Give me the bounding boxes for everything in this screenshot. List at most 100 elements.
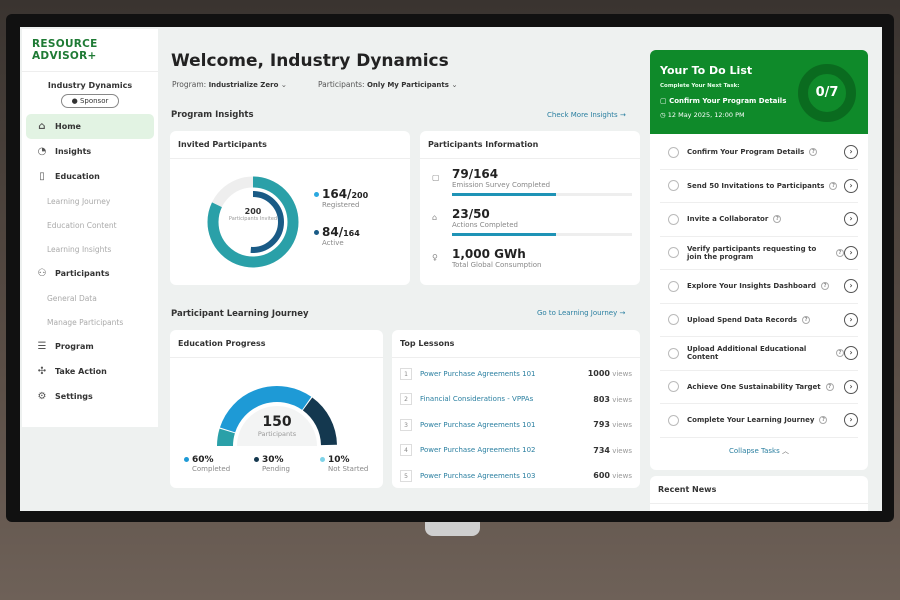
chevron-right-icon[interactable]: › [844, 379, 858, 394]
sidebar-subitem-education-content[interactable]: Education Content [47, 220, 117, 230]
chevron-right-icon[interactable]: › [844, 312, 858, 327]
todo-checkbox[interactable] [668, 314, 679, 326]
home-icon: ⌂ [38, 121, 46, 132]
todo-checkbox[interactable] [668, 280, 679, 292]
lesson-link[interactable]: Power Purchase Agreements 101 [420, 369, 536, 378]
participants-select[interactable]: Participants: Only My Participants ⌄ [318, 80, 458, 89]
lesson-row[interactable]: 3 Power Purchase Agreements 101 793 views [392, 412, 640, 438]
todo-label: Verify participants requesting to join t… [687, 244, 817, 261]
registered-legend: 164/200 Registered [314, 187, 368, 209]
collapse-tasks-button[interactable]: Collapse Tasks ︿ [650, 446, 868, 456]
help-icon[interactable]: ? [836, 349, 844, 358]
sidebar-subitem-general-data[interactable]: General Data [47, 293, 97, 303]
active-label: Active [322, 239, 344, 247]
todo-item[interactable]: Verify participants requesting to join t… [660, 237, 858, 270]
todo-item[interactable]: Confirm Your Program Details? › [660, 136, 858, 170]
chevron-right-icon[interactable]: › [844, 178, 858, 193]
active-dot [314, 230, 319, 235]
role-badge[interactable]: ● Sponsor [61, 94, 119, 108]
lesson-row[interactable]: 4 Power Purchase Agreements 102 734 views [392, 438, 640, 464]
lesson-link[interactable]: Financial Considerations - VPPAs [420, 395, 534, 404]
sidebar-item-settings[interactable]: ⚙ Settings [22, 384, 158, 409]
sidebar-subitem-manage-participants[interactable]: Manage Participants [47, 317, 124, 327]
todo-checkbox[interactable] [668, 247, 679, 259]
sidebar-item-insights[interactable]: ◔ Insights [22, 139, 158, 164]
brand-logo: RESOURCE ADVISOR+ [22, 29, 158, 72]
chevron-right-icon[interactable]: › [844, 346, 858, 361]
nav-label: Take Action [55, 367, 107, 376]
help-icon[interactable]: ? [773, 215, 782, 224]
sidebar-item-education[interactable]: ▯ Education [22, 164, 158, 189]
chevron-right-icon[interactable]: › [844, 212, 858, 227]
todo-item[interactable]: Achieve One Sustainability Target? › [660, 371, 858, 404]
todo-checkbox[interactable] [668, 213, 679, 225]
lesson-link[interactable]: Power Purchase Agreements 101 [420, 420, 536, 429]
views-count: 1000 [587, 369, 610, 379]
stat-value: 79/164 [452, 167, 499, 181]
todo-checkbox[interactable] [668, 414, 679, 426]
sidebar: RESOURCE ADVISOR+ Industry Dynamics ● Sp… [22, 29, 158, 427]
chevron-right-icon[interactable]: › [844, 145, 858, 160]
invited-participants-card: Invited Participants 200 Participants In… [170, 131, 410, 285]
check-more-insights-link[interactable]: Check More Insights → [547, 111, 626, 119]
lesson-views: 793 views [593, 420, 632, 429]
stat-value: 23/50 [452, 207, 490, 221]
help-icon[interactable]: ? [819, 416, 828, 425]
help-icon[interactable]: ? [825, 382, 834, 391]
lesson-row[interactable]: 1 Power Purchase Agreements 101 1000 views [392, 361, 640, 387]
todo-items: Confirm Your Program Details? › Send 50 In… [650, 134, 868, 438]
lesson-row[interactable]: 2 Financial Considerations - VPPAs 803 vie… [392, 387, 640, 413]
program-select[interactable]: Program: Industrialize Zero ⌄ [172, 80, 287, 89]
todo-checkbox[interactable] [668, 347, 679, 359]
todo-item[interactable]: Explore Your Insights Dashboard? › [660, 270, 858, 304]
registered-arc [207, 176, 299, 268]
lesson-link[interactable]: Power Purchase Agreements 103 [420, 471, 536, 480]
gauge-center-value: 150 [262, 414, 292, 430]
lesson-views: 803 views [593, 395, 632, 404]
lesson-rank: 1 [400, 367, 412, 380]
donut-center-label: Participants Invited [228, 216, 278, 222]
todo-checkbox[interactable] [668, 146, 679, 158]
arrow-right-icon: → [619, 309, 626, 317]
sidebar-item-participants[interactable]: ⚇ Participants [22, 261, 158, 286]
arrow-right-icon: → [619, 111, 626, 119]
todo-item[interactable]: Upload Additional Educational Content? › [660, 337, 858, 371]
todo-label: Send 50 Invitations to Participants [687, 181, 825, 190]
chevron-right-icon[interactable]: › [844, 279, 858, 294]
chevron-right-icon[interactable]: › [844, 245, 858, 260]
sidebar-subitem-learning-journey[interactable]: Learning Journey [47, 196, 111, 206]
chevron-right-icon[interactable]: › [844, 413, 858, 428]
next-task[interactable]: ▢ Confirm Your Program Details [660, 97, 786, 105]
todo-item[interactable]: Invite a Collaborator? › [660, 203, 858, 237]
help-icon[interactable]: ? [836, 248, 844, 257]
lessons-list: 1 Power Purchase Agreements 101 1000 views… [392, 358, 640, 489]
education-progress-card: Education Progress 150 Participants 60% C… [170, 330, 383, 488]
todo-checkbox[interactable] [668, 180, 679, 192]
top-lessons-card: Top Lessons 1 Power Purchase Agreements 1… [392, 330, 640, 488]
help-icon[interactable]: ? [821, 282, 830, 291]
todo-checkbox[interactable] [668, 381, 679, 393]
stat-label: Total Global Consumption [452, 261, 542, 269]
lesson-link[interactable]: Power Purchase Agreements 102 [420, 446, 536, 455]
sidebar-item-home[interactable]: ⌂ Home [26, 114, 154, 139]
nav-label: Education [55, 172, 100, 181]
lesson-row[interactable]: 5 Power Purchase Agreements 103 600 views [392, 463, 640, 489]
go-to-learning-journey-link[interactable]: Go to Learning Journey → [537, 309, 625, 317]
todo-label: Upload Additional Educational Content [687, 345, 807, 362]
todo-item[interactable]: Complete Your Learning Journey? › [660, 404, 858, 438]
todo-list: Confirm Your Program Details? › Send 50 In… [650, 134, 868, 470]
help-icon[interactable]: ? [802, 315, 811, 324]
help-icon[interactable]: ? [829, 181, 838, 190]
todo-item[interactable]: Upload Spend Data Records? › [660, 304, 858, 337]
sidebar-subitem-learning-insights[interactable]: Learning Insights [47, 244, 112, 254]
nav-label: Insights [55, 147, 92, 156]
gauge-center-label: Participants [257, 430, 297, 438]
sidebar-item-take-action[interactable]: ✣ Take Action [22, 359, 158, 384]
registered-total: 200 [351, 191, 369, 200]
views-label: views [612, 370, 632, 379]
todo-item[interactable]: Send 50 Invitations to Participants? › [660, 170, 858, 203]
help-icon[interactable]: ? [809, 148, 818, 157]
views-count: 734 [593, 445, 610, 455]
sidebar-item-program[interactable]: ☰ Program [22, 334, 158, 359]
card-title: Invited Participants [170, 131, 410, 159]
